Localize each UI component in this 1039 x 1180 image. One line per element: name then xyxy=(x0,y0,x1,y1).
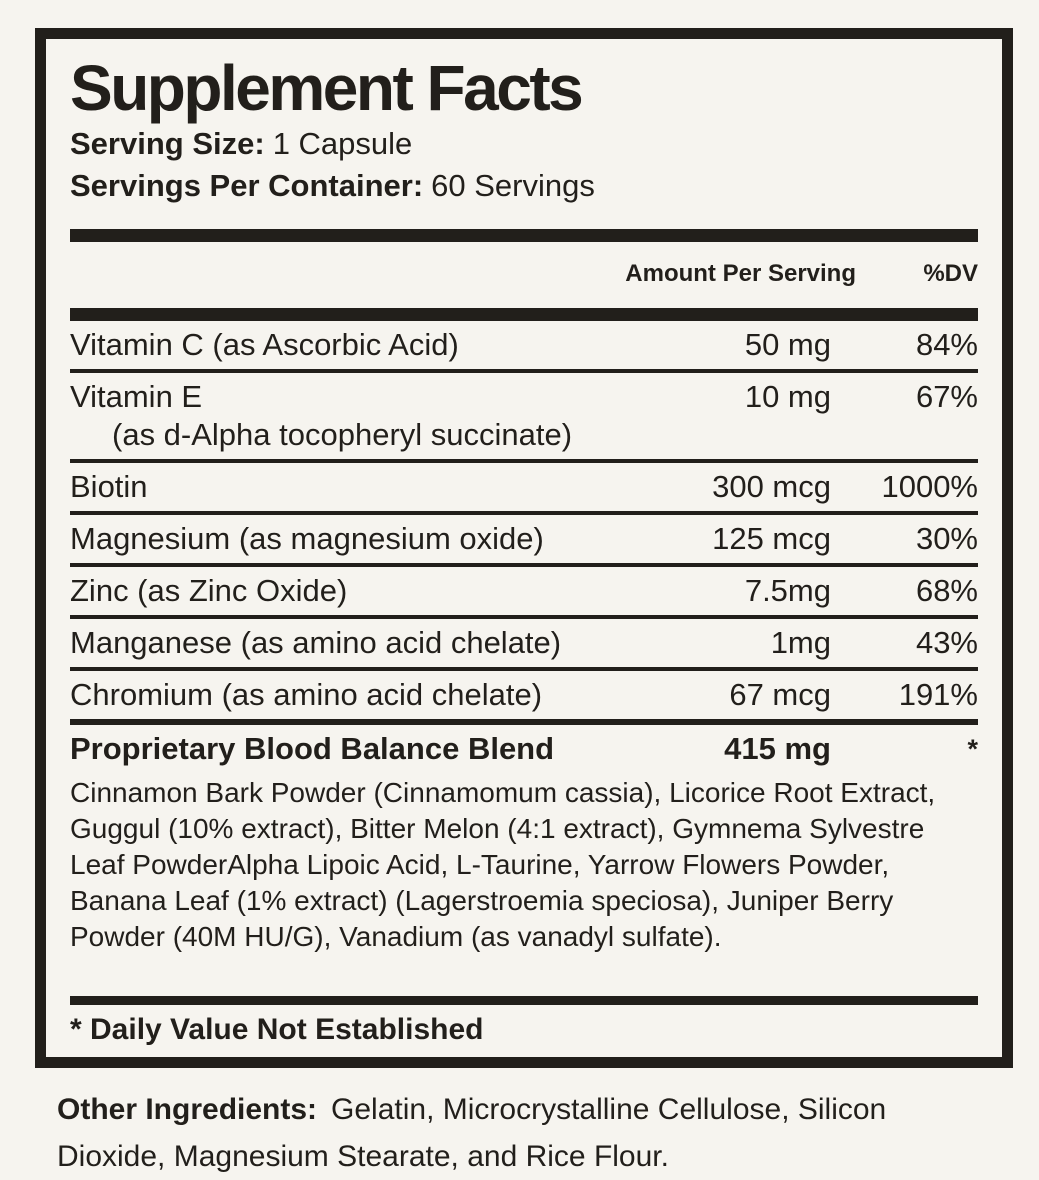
serving-size-label: Serving Size: xyxy=(70,126,265,161)
blend-name: Proprietary Blood Balance Blend xyxy=(70,731,555,766)
blend-dv-asterisk: * xyxy=(967,734,978,764)
nutrient-row-chromium: Chromium (as amino acid chelate) 67 mcg … xyxy=(70,667,978,719)
nutrient-row-zinc: Zinc (as Zinc Oxide) 7.5mg 68% xyxy=(70,563,978,615)
nutrient-name: Biotin xyxy=(70,469,148,504)
nutrient-name-main: Vitamin E xyxy=(70,379,203,414)
serving-size-line: Serving Size: 1 Capsule xyxy=(70,123,978,165)
nutrient-row-biotin: Biotin 300 mcg 1000% xyxy=(70,459,978,511)
nutrient-dv: 43% xyxy=(915,625,978,660)
nutrient-amount: 300 mcg xyxy=(712,469,831,504)
servings-per-container-label: Servings Per Container: xyxy=(70,168,424,203)
nutrient-name-sub: (as d-Alpha tocopheryl succinate) xyxy=(112,417,573,452)
servings-per-container-value: 60 Servings xyxy=(431,168,595,203)
nutrient-dv: 1000% xyxy=(881,469,978,504)
proprietary-blend-row: Proprietary Blood Balance Blend 415 mg * xyxy=(70,719,978,773)
nutrient-amount: 1mg xyxy=(770,625,831,660)
supplement-facts-panel: Supplement Facts Serving Size: 1 Capsule … xyxy=(35,28,1013,1068)
amount-per-serving-header: Amount Per Serving xyxy=(625,260,856,287)
nutrient-dv: 191% xyxy=(898,677,978,712)
divider-thick-header xyxy=(70,308,978,321)
nutrient-row-manganese: Manganese (as amino acid chelate) 1mg 43… xyxy=(70,615,978,667)
nutrient-name: Zinc (as Zinc Oxide) xyxy=(70,573,348,608)
nutrient-dv: 68% xyxy=(915,573,978,608)
divider-medium-footnote xyxy=(70,996,978,1005)
nutrient-name: Manganese (as amino acid chelate) xyxy=(70,625,562,660)
nutrient-amount: 7.5mg xyxy=(744,573,831,608)
blend-amount: 415 mg xyxy=(724,731,831,766)
percent-dv-header: %DV xyxy=(923,260,978,287)
divider-thick-top xyxy=(70,229,978,242)
nutrient-name: Vitamin E (as d-Alpha tocopheryl succina… xyxy=(70,378,581,454)
nutrient-amount: 125 mcg xyxy=(712,521,831,556)
panel-title: Supplement Facts xyxy=(70,52,584,124)
nutrient-amount: 67 mcg xyxy=(729,677,831,712)
nutrient-dv: 84% xyxy=(915,327,978,362)
blend-ingredients-text: Cinnamon Bark Powder (Cinnamomum cassia)… xyxy=(70,777,936,952)
nutrient-dv: 67% xyxy=(915,379,978,414)
nutrient-amount: 10 mg xyxy=(744,379,831,414)
daily-value-footnote: * Daily Value Not Established xyxy=(70,1013,484,1046)
other-ingredients-section: Other Ingredients: Gelatin, Microcrystall… xyxy=(57,1086,997,1180)
nutrient-name: Chromium (as amino acid chelate) xyxy=(70,677,543,712)
nutrient-name: Vitamin C (as Ascorbic Acid) xyxy=(70,327,459,362)
nutrient-row-vitamin-e: Vitamin E (as d-Alpha tocopheryl succina… xyxy=(70,369,978,459)
servings-per-container-line: Servings Per Container: 60 Servings xyxy=(70,165,978,207)
serving-size-value: 1 Capsule xyxy=(272,126,413,161)
nutrient-dv: 30% xyxy=(915,521,978,556)
nutrient-amount: 50 mg xyxy=(744,327,831,362)
nutrient-row-magnesium: Magnesium (as magnesium oxide) 125 mcg 3… xyxy=(70,511,978,563)
other-ingredients-value: Gelatin, Microcrystalline Cellulose, Sil… xyxy=(57,1093,887,1173)
other-ingredients-label: Other Ingredients: xyxy=(57,1093,318,1126)
nutrient-name: Magnesium (as magnesium oxide) xyxy=(70,521,544,556)
column-header-row: Amount Per Serving %DV xyxy=(70,242,978,308)
nutrient-row-vitamin-c: Vitamin C (as Ascorbic Acid) 50 mg 84% xyxy=(70,321,978,369)
